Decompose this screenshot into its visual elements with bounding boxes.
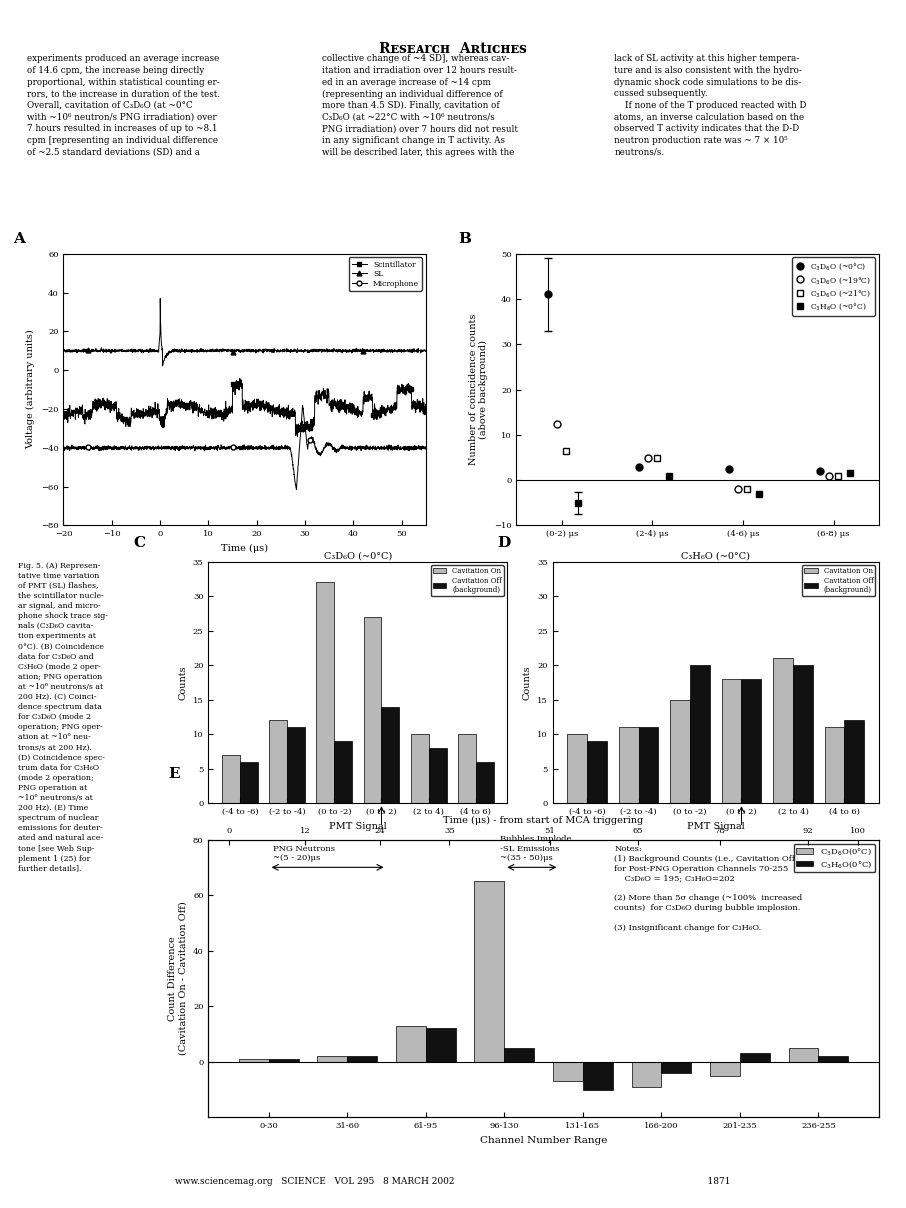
Bar (670, 699, 690, 803)
Bar (553, 1062, 583, 1081)
Bar (661, 1062, 691, 1073)
Bar (347, 1056, 377, 1062)
Bar (740, 1053, 770, 1062)
Bar (788, 1047, 818, 1062)
Text: www.sciencemag.org   SCIENCE   VOL 295   8 MARCH 2002                           : www.sciencemag.org SCIENCE VOL 295 8 MAR… (175, 1178, 731, 1186)
Bar (583, 1062, 612, 1090)
Legend: C$_3$D$_6$O(0°C), C$_3$H$_6$O(0°C): C$_3$D$_6$O(0°C), C$_3$H$_6$O(0°C) (794, 843, 874, 872)
Legend: Cavitation On, Cavitation Off
(background): Cavitation On, Cavitation Off (backgroun… (802, 565, 875, 596)
Bar (844, 720, 864, 803)
Text: experiments produced an average increase
of 14.6 cpm, the increase being directl: experiments produced an average increase… (27, 54, 220, 157)
Bar (722, 679, 741, 803)
Y-axis label: Counts: Counts (523, 666, 532, 699)
Bar (287, 727, 305, 803)
Bar (269, 720, 287, 803)
Title: C₃D₆O (~0°C): C₃D₆O (~0°C) (323, 552, 392, 561)
Bar (710, 1062, 740, 1075)
Bar (396, 1026, 426, 1062)
Bar (222, 755, 240, 803)
Text: collective change of ~4 SD], whereas cav-
itation and irradiation over 12 hours : collective change of ~4 SD], whereas cav… (322, 54, 517, 157)
Text: PNG Neutrons
~(5 - 20)μs: PNG Neutrons ~(5 - 20)μs (273, 844, 334, 861)
Bar (639, 727, 658, 803)
Bar (269, 1059, 299, 1062)
X-axis label: Channel Number Range: Channel Number Range (480, 1136, 607, 1145)
Y-axis label: Number of coincidence counts
(above background): Number of coincidence counts (above back… (468, 314, 488, 465)
Y-axis label: Voltage (arbitrary units): Voltage (arbitrary units) (26, 330, 35, 449)
Bar (334, 742, 352, 803)
Bar (631, 1062, 661, 1087)
Bar (619, 727, 639, 803)
Y-axis label: Count Difference
(Cavitation On - Cavitation Off): Count Difference (Cavitation On - Cavita… (168, 901, 188, 1056)
Bar (741, 679, 761, 803)
Bar (410, 734, 429, 803)
Text: B: B (458, 232, 471, 245)
X-axis label: PMT Signal: PMT Signal (687, 821, 745, 831)
Y-axis label: Counts: Counts (178, 666, 188, 699)
Bar (690, 666, 709, 803)
Text: Notes:
(1) Background Counts (i.e., Cavitation Off)
for Post-PNG Operation Chann: Notes: (1) Background Counts (i.e., Cavi… (614, 846, 803, 931)
Text: C: C (134, 536, 146, 550)
X-axis label: Time (μs): Time (μs) (221, 544, 268, 553)
Bar (587, 742, 607, 803)
Legend: Scintillator, SL, Microphone: Scintillator, SL, Microphone (349, 257, 422, 291)
Bar (429, 748, 447, 803)
Text: E: E (169, 767, 179, 782)
Text: D: D (497, 536, 510, 550)
Bar (426, 1028, 456, 1062)
Legend: Cavitation On, Cavitation Off
(background): Cavitation On, Cavitation Off (backgroun… (430, 565, 504, 596)
Text: lack of SL activity at this higher tempera-
ture and is also consistent with the: lack of SL activity at this higher tempe… (614, 54, 806, 157)
Text: Rᴇsᴇᴀrᴄʜ  Aʀtɪᴄʜᴇs: Rᴇsᴇᴀrᴄʜ Aʀtɪᴄʜᴇs (379, 42, 527, 57)
Bar (824, 727, 844, 803)
Legend: C$_3$D$_6$O (~0°C), C$_3$D$_6$O (~19°C), C$_3$D$_6$O (~21°C), C$_3$H$_6$O (~0°C): C$_3$D$_6$O (~0°C), C$_3$D$_6$O (~19°C),… (793, 257, 875, 316)
Text: A: A (13, 232, 24, 245)
X-axis label: Time (μs) - from start of MCA triggering: Time (μs) - from start of MCA triggering (443, 815, 644, 825)
X-axis label: PMT Signal: PMT Signal (329, 821, 387, 831)
Bar (316, 582, 334, 803)
Text: Fig. 5. (A) Represen-
tative time variation
of PMT (SL) flashes,
the scintillato: Fig. 5. (A) Represen- tative time variat… (18, 562, 108, 872)
Bar (239, 1059, 269, 1062)
Bar (505, 1047, 535, 1062)
Bar (818, 1056, 848, 1062)
Bar (317, 1056, 347, 1062)
Bar (458, 734, 476, 803)
Bar (363, 617, 381, 803)
Bar (567, 734, 587, 803)
Bar (793, 666, 813, 803)
Bar (381, 707, 400, 803)
Bar (476, 762, 494, 803)
Text: Bubbles Implode
-SL Emissions
~(35 - 50)μs: Bubbles Implode -SL Emissions ~(35 - 50)… (500, 836, 572, 861)
Bar (774, 658, 793, 803)
Title: C₃H₆O (~0°C): C₃H₆O (~0°C) (681, 552, 750, 561)
Bar (240, 762, 258, 803)
Bar (475, 882, 505, 1062)
